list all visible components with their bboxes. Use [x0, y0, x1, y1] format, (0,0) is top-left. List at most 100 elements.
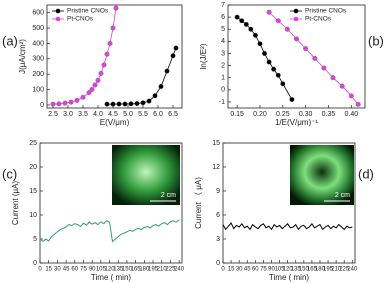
data-point — [243, 21, 249, 27]
x-tick-label: 4.5 — [108, 111, 118, 118]
data-point — [271, 66, 277, 72]
x-tick-label: 75 — [80, 267, 87, 273]
x-tick-label: 45 — [63, 267, 70, 273]
series-line — [107, 47, 177, 105]
data-point — [128, 101, 134, 107]
x-tick-label: 105 — [275, 267, 286, 273]
x-tick-label: 150 — [299, 267, 310, 273]
data-point — [113, 5, 119, 11]
data-point — [339, 83, 345, 89]
data-point — [98, 70, 104, 76]
y-tick-label: 6 — [216, 212, 220, 219]
x-tick-label: 0 — [221, 267, 225, 273]
y-tick-label: 20 — [29, 164, 37, 171]
y-tick-label: 3 — [221, 50, 225, 57]
x-tick-label: 210 — [157, 267, 168, 273]
plot-frame — [39, 142, 183, 264]
data-point — [348, 93, 354, 99]
data-point — [92, 82, 98, 88]
panel-label: (d) — [358, 166, 374, 181]
data-point — [321, 65, 327, 71]
data-point — [50, 101, 56, 107]
data-point — [234, 14, 240, 20]
y-tick-label: 4 — [221, 38, 225, 45]
legend-marker — [293, 8, 299, 14]
x-tick-label: 5.5 — [138, 111, 148, 118]
plot-frame — [222, 142, 356, 264]
x-tick-label: 180 — [139, 267, 150, 273]
x-tick-label: 4.0 — [93, 111, 103, 118]
data-point — [294, 36, 299, 42]
y-tick-label: 400 — [32, 40, 44, 47]
data-point — [110, 25, 116, 31]
x-tick-label: 2.5 — [48, 111, 58, 118]
y-tick-label: 0 — [216, 260, 220, 267]
series-line — [39, 219, 180, 243]
y-tick-label: 100 — [32, 86, 44, 93]
x-tick-label: 5.0 — [123, 111, 133, 118]
x-tick-label: 45 — [244, 267, 251, 273]
y-tick-label: 25 — [29, 140, 37, 147]
x-tick-label: 0.40 — [344, 111, 358, 118]
y-axis-label: Current (μA) — [11, 181, 20, 226]
y-tick-label: 7 — [221, 2, 225, 9]
y-tick-label: -1 — [219, 99, 225, 106]
x-tick-label: 240 — [174, 267, 185, 273]
x-axis-label: 1/E(V/μm)⁻¹ — [275, 118, 318, 127]
y-axis-label: J(μA/cm²) — [18, 39, 27, 74]
data-point — [107, 40, 113, 46]
data-point — [86, 90, 92, 96]
data-point — [312, 55, 318, 61]
y-tick-label: 10 — [29, 212, 37, 219]
data-point — [104, 51, 110, 57]
data-point — [330, 75, 336, 81]
x-tick-label: 30 — [54, 267, 61, 273]
x-tick-label: 75 — [260, 267, 267, 273]
data-point — [257, 41, 263, 47]
data-point — [289, 97, 295, 102]
x-tick-label: 135 — [113, 267, 124, 273]
panel-label: (c) — [2, 166, 17, 181]
inset-image — [112, 145, 180, 205]
x-tick-label: 195 — [323, 267, 334, 273]
x-tick-label: 105 — [96, 267, 107, 273]
x-tick-label: 15 — [45, 267, 52, 273]
x-tick-label: 3.5 — [78, 111, 88, 118]
data-point — [262, 51, 267, 56]
data-point — [110, 101, 116, 107]
data-point — [152, 93, 158, 99]
x-axis-label: Time ( min) — [91, 273, 131, 282]
y-tick-label: 1 — [221, 75, 225, 82]
x-tick-label: 3.0 — [63, 111, 73, 118]
panel-label: (b) — [368, 33, 384, 48]
x-tick-label: 30 — [236, 267, 243, 273]
x-tick-label: 180 — [315, 267, 326, 273]
scale-label: 2 cm — [161, 192, 176, 199]
plot-frame — [227, 4, 366, 109]
x-tick-label: 120 — [283, 267, 294, 273]
x-tick-label: 210 — [331, 267, 342, 273]
data-point — [68, 99, 74, 105]
y-tick-label: 0 — [221, 87, 225, 94]
data-point — [280, 81, 286, 87]
y-tick-label: 2 — [221, 62, 225, 69]
data-point — [122, 101, 128, 107]
legend-marker — [55, 16, 61, 22]
data-point — [101, 62, 107, 68]
data-point — [239, 18, 245, 24]
x-tick-label: 15 — [228, 267, 235, 273]
data-point — [170, 53, 176, 59]
x-tick-label: 0.20 — [253, 111, 267, 118]
x-tick-label: 0.30 — [299, 111, 313, 118]
x-axis-label: Time ( min) — [269, 273, 309, 282]
y-tick-label: 0 — [40, 102, 44, 109]
data-point — [275, 18, 281, 24]
data-point — [275, 72, 281, 78]
y-tick-label: 5 — [33, 236, 37, 243]
legend-label: Pt-CNOs — [67, 16, 94, 23]
y-tick-label: 15 — [29, 188, 37, 195]
data-point — [266, 59, 272, 65]
x-tick-label: 6.5 — [168, 111, 178, 118]
x-tick-label: 60 — [71, 267, 78, 273]
series-line — [236, 16, 293, 100]
